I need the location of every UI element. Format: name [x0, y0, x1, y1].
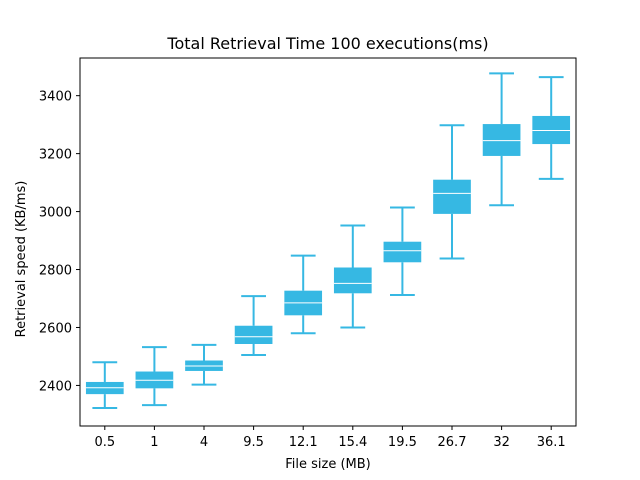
x-tick-label: 19.5 [388, 435, 417, 450]
y-tick-label: 2600 [39, 321, 72, 336]
x-tick-label: 36.1 [537, 435, 566, 450]
y-tick-label: 2800 [39, 264, 72, 279]
x-tick-label: 9.5 [243, 435, 264, 450]
y-tick-label: 3000 [39, 206, 72, 221]
y-axis-title: Retrieval speed (KB/ms) [14, 181, 29, 338]
y-tick-label: 2400 [39, 379, 72, 394]
x-tick-label: 15.4 [338, 435, 367, 450]
x-tick-label: 4 [200, 435, 208, 450]
x-tick-label: 32 [493, 435, 510, 450]
box [433, 179, 471, 214]
plot-area: 2400 2600 2800 3000 3200 3400 0.5 1 4 9.5 12.1 15.4… [39, 57, 577, 450]
x-tick-label: 12.1 [289, 435, 318, 450]
y-tick-label: 3400 [39, 90, 72, 105]
box [234, 325, 273, 344]
box [383, 241, 422, 263]
chart-title: Total Retrieval Time 100 executions(ms) [166, 34, 488, 53]
x-axis-title: File size (MB) [285, 457, 371, 472]
x-tick-label: 1 [150, 435, 158, 450]
x-tick-label: 0.5 [94, 435, 115, 450]
y-tick-label: 3200 [39, 148, 72, 163]
box [333, 267, 372, 294]
plot-frame [79, 57, 577, 427]
box [482, 124, 521, 156]
x-tick-label: 26.7 [438, 435, 467, 450]
